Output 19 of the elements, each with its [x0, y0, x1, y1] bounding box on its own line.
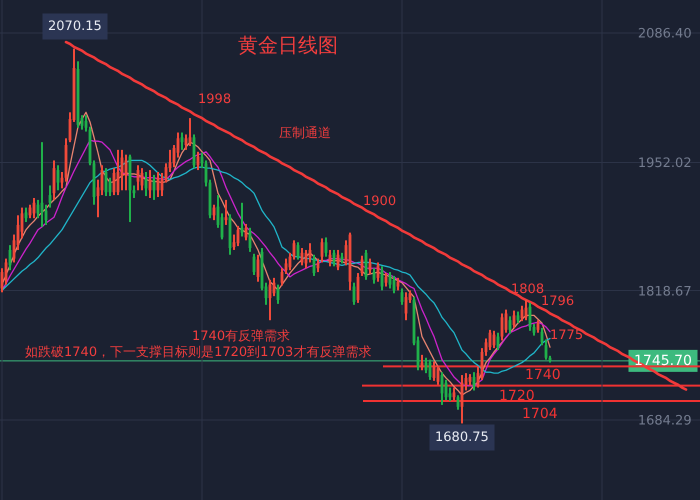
ref-line-label: 1740 — [525, 367, 561, 383]
y-tick-label: 1952.02 — [638, 156, 692, 171]
annotation: 1740有反弹需求 — [192, 329, 290, 344]
annotation: 1775 — [550, 328, 584, 343]
ref-line-label: 1704 — [522, 406, 558, 422]
y-tick-label: 1684.29 — [638, 414, 692, 429]
annotation: 1796 — [541, 294, 574, 309]
annotation: 1900 — [363, 194, 396, 209]
text: 黄金日线图 — [238, 33, 338, 57]
annotation: 2070.15 — [48, 19, 102, 34]
y-tick-label: 2086.40 — [638, 26, 692, 42]
annotation: 1680.75 — [435, 430, 489, 445]
y-tick-label: 1818.67 — [638, 284, 692, 300]
annotation: 1998 — [198, 92, 232, 107]
ref-line-label: 1745.70 — [634, 353, 692, 369]
ref-line-label: 1720 — [499, 388, 535, 404]
annotation: 1808 — [511, 282, 544, 297]
annotation: 如跌破1740，下一支撑目标则是1720到1703才有反弹需求 — [25, 345, 372, 360]
annotation: 压制通道 — [279, 126, 331, 141]
